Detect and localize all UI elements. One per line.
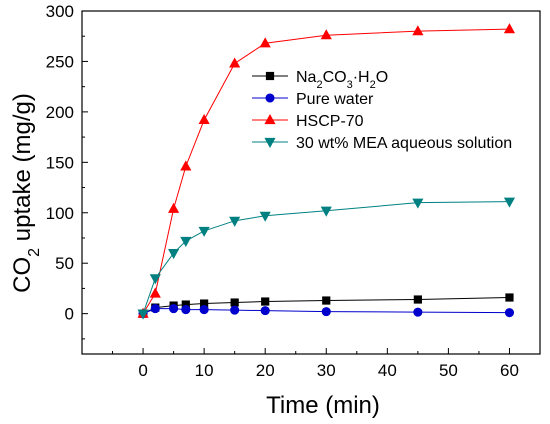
data-point [321,307,331,317]
data-point [137,309,149,320]
legend-label: 30 wt% MEA aqueous solution [296,135,512,152]
x-tick-label: 30 [317,361,336,380]
data-point [230,298,239,307]
series-line [142,297,510,315]
data-point [504,308,515,318]
data-point [259,211,271,222]
data-point [413,307,423,317]
data-point [198,113,210,125]
data-point [413,295,422,304]
series-1 [138,304,515,319]
series-layer [137,23,516,320]
x-tick-label: 0 [138,361,147,380]
x-axis-label: Time (min) [266,392,380,419]
plot-frame [81,10,541,355]
data-point [259,37,271,48]
legend-item-2: HSCP-70 [252,113,364,130]
data-point [320,29,332,40]
data-point [198,226,210,237]
data-point [149,287,161,298]
data-point [180,160,192,171]
data-point [181,305,191,315]
legend-item-3: 30 wt% MEA aqueous solution [252,135,512,152]
x-tick-label: 50 [439,361,458,380]
y-axis-label: CO2 uptake (mg/g) [9,93,43,293]
y-tick-label: 300 [46,2,74,21]
data-point [149,274,161,285]
x-tick-label: 60 [500,361,519,380]
legend-item-0: Na2CO3·H2O [252,69,388,91]
data-point [168,249,180,260]
series-2 [137,23,516,318]
legend-label: HSCP-70 [296,113,364,130]
y-axis: 0 50 100 150 200 250 300 [46,2,88,340]
data-point [230,305,240,315]
data-point [260,306,270,316]
legend-marker [265,71,275,81]
x-axis: 0 10 20 30 40 50 60 [112,348,519,380]
data-point [322,296,331,305]
data-point [229,216,241,227]
data-point [412,25,424,36]
y-tick-label: 50 [55,254,74,273]
data-point [503,23,516,34]
y-tick-label: 200 [46,103,74,122]
y-tick-label: 250 [46,52,74,71]
data-point [412,198,424,209]
x-tick-label: 20 [256,361,275,380]
data-point [180,236,192,247]
legend-marker [264,114,276,125]
series-line [142,201,510,314]
data-point [168,202,180,213]
data-point [320,206,332,217]
data-point [229,57,241,68]
y-tick-label: 150 [46,153,74,172]
series-line [142,28,510,314]
legend-item-1: Pure water [252,91,374,108]
data-point [199,305,209,315]
legend-label: Pure water [296,91,374,108]
legend-marker [265,93,275,103]
series-line [142,308,510,315]
series-3 [137,197,516,320]
data-point [505,293,514,302]
data-point [503,197,516,208]
plot-area-border [81,10,541,355]
x-tick-label: 10 [195,361,214,380]
data-point [169,304,179,314]
data-point [150,304,160,314]
data-point [261,297,270,306]
y-tick-label: 100 [46,204,74,223]
legend-marker [264,137,276,148]
x-tick-label: 40 [378,361,397,380]
y-tick-label: 0 [65,305,74,324]
legend-label: Na2CO3·H2O [296,69,388,91]
